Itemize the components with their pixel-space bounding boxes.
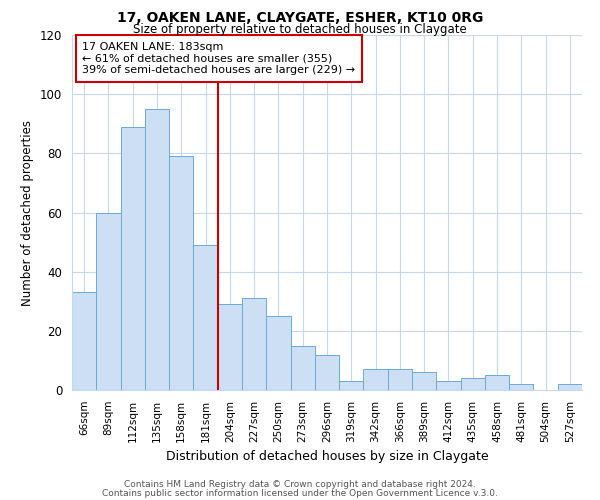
Bar — [72, 292, 96, 390]
Bar — [364, 370, 388, 390]
Bar — [388, 370, 412, 390]
Bar — [121, 126, 145, 390]
Bar — [436, 381, 461, 390]
Bar — [193, 245, 218, 390]
Bar — [412, 372, 436, 390]
Bar — [339, 381, 364, 390]
Bar — [96, 212, 121, 390]
Text: Contains public sector information licensed under the Open Government Licence v.: Contains public sector information licen… — [102, 488, 498, 498]
Bar — [169, 156, 193, 390]
Bar — [485, 375, 509, 390]
Bar — [242, 298, 266, 390]
Bar — [315, 354, 339, 390]
Y-axis label: Number of detached properties: Number of detached properties — [22, 120, 34, 306]
Bar — [290, 346, 315, 390]
Bar — [266, 316, 290, 390]
Bar — [461, 378, 485, 390]
Bar — [509, 384, 533, 390]
Text: 17, OAKEN LANE, CLAYGATE, ESHER, KT10 0RG: 17, OAKEN LANE, CLAYGATE, ESHER, KT10 0R… — [117, 11, 483, 25]
Bar — [145, 109, 169, 390]
Text: Contains HM Land Registry data © Crown copyright and database right 2024.: Contains HM Land Registry data © Crown c… — [124, 480, 476, 489]
X-axis label: Distribution of detached houses by size in Claygate: Distribution of detached houses by size … — [166, 450, 488, 463]
Text: 17 OAKEN LANE: 183sqm
← 61% of detached houses are smaller (355)
39% of semi-det: 17 OAKEN LANE: 183sqm ← 61% of detached … — [82, 42, 355, 76]
Bar — [558, 384, 582, 390]
Bar — [218, 304, 242, 390]
Text: Size of property relative to detached houses in Claygate: Size of property relative to detached ho… — [133, 22, 467, 36]
